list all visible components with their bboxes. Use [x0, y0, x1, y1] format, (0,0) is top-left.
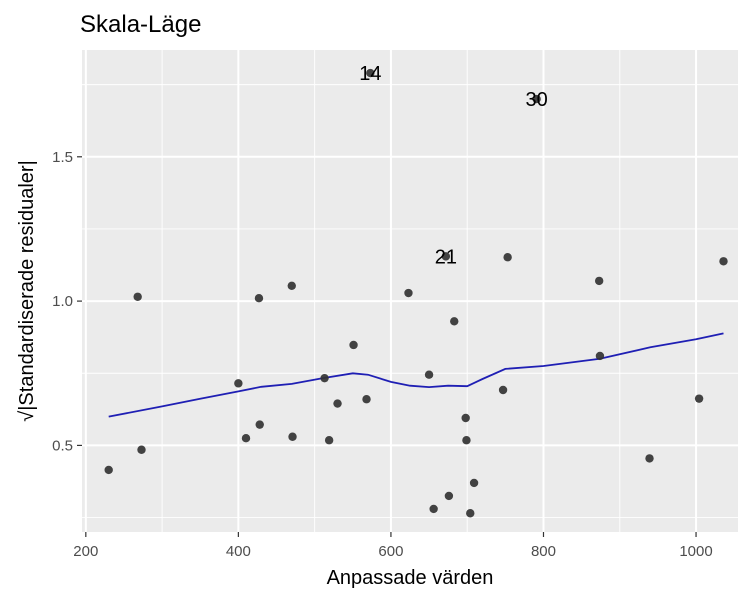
data-point — [349, 340, 358, 350]
y-tick-label: 0.5 — [52, 437, 73, 454]
point-label: 21 — [435, 246, 457, 268]
data-point — [429, 504, 438, 514]
data-point — [503, 253, 512, 262]
data-point — [404, 288, 413, 298]
minor-gridlines — [82, 50, 738, 532]
data-point — [320, 373, 329, 383]
data-point — [133, 292, 142, 301]
data-point — [594, 276, 604, 286]
y-axis: 0.5 1.0 1.5 — [52, 149, 82, 454]
x-tick-label: 800 — [531, 543, 556, 560]
data-point — [466, 509, 475, 518]
x-tick-label: 1000 — [679, 543, 712, 560]
x-axis: 200 400 600 800 1000 — [73, 532, 713, 560]
data-point — [532, 94, 541, 104]
major-gridlines — [82, 50, 738, 532]
data-point — [441, 252, 451, 261]
data-point — [450, 317, 459, 326]
y-tick-label: 1.5 — [52, 149, 73, 166]
point-label: 30 — [525, 89, 547, 111]
data-point — [469, 478, 479, 488]
data-point — [254, 294, 264, 303]
smooth-line-layer — [108, 332, 724, 418]
data-point — [694, 394, 704, 403]
data-point — [645, 454, 654, 463]
x-tick-label: 200 — [73, 543, 98, 560]
smooth-line — [108, 332, 724, 418]
data-point — [104, 465, 113, 475]
data-point — [324, 436, 334, 445]
data-point — [595, 351, 605, 361]
x-axis-title: Anpassade värden — [327, 567, 494, 589]
data-point — [362, 395, 371, 404]
data-point — [444, 491, 454, 501]
chart-title: Skala-Läge — [80, 11, 201, 38]
data-point — [366, 68, 375, 78]
y-axis-title: √|Standardiserade residualer| — [16, 160, 38, 422]
point-label: 14 — [359, 63, 381, 85]
data-point — [241, 433, 251, 443]
x-tick-label: 400 — [226, 543, 251, 560]
data-point — [137, 445, 146, 454]
data-point — [424, 370, 434, 379]
data-point — [498, 385, 508, 395]
data-point — [719, 257, 728, 266]
x-tick-label: 600 — [378, 543, 403, 560]
y-tick-label: 1.0 — [52, 293, 73, 310]
point-labels-layer: 14 30 21 — [359, 63, 548, 268]
data-point — [462, 436, 471, 445]
data-point — [234, 379, 243, 388]
points-layer — [104, 68, 728, 518]
data-point — [287, 281, 296, 291]
data-point — [333, 399, 342, 408]
data-point — [255, 420, 264, 429]
data-point — [461, 413, 470, 423]
data-point — [288, 432, 297, 441]
